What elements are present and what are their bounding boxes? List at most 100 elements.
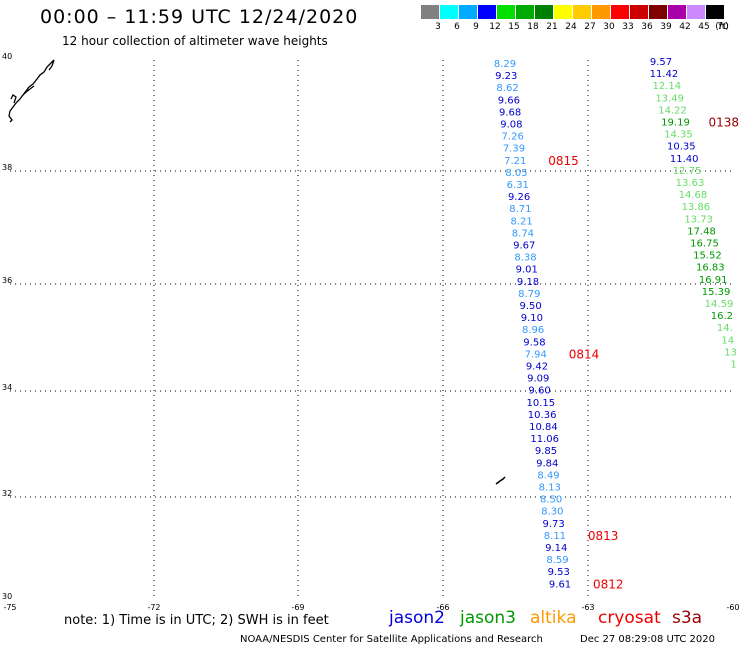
wave-height-value: 19.19 [661, 118, 690, 129]
pass-time-labels: 0815 0814 0813 0812 0138 [548, 116, 739, 592]
wave-height-value: 9.23 [495, 71, 517, 82]
color-scale-swatch [478, 5, 496, 19]
color-scale-swatch [573, 5, 591, 19]
wave-height-value: 14 [721, 335, 734, 346]
color-scale-swatch [649, 5, 667, 19]
wave-height-value: 11.40 [670, 154, 699, 165]
wave-height-value: 16.75 [690, 239, 719, 250]
color-scale-label: 6 [454, 22, 460, 32]
color-scale-swatch [592, 5, 610, 19]
color-scale-label: 45 [698, 22, 710, 32]
color-scale-label: 27 [584, 22, 596, 32]
wave-height-value: 9.68 [499, 107, 521, 118]
longitude-label: -75 [3, 603, 16, 612]
color-scale-unit: (ft) [715, 22, 729, 32]
coastline [8, 59, 506, 485]
wave-height-value: 9.14 [545, 543, 567, 554]
wave-height-value: 13.49 [655, 93, 684, 104]
color-scale-swatch [611, 5, 629, 19]
latitude-label: 34 [2, 383, 12, 392]
satellite-legend-altika: altika [530, 608, 577, 628]
wave-height-value: 15.52 [693, 251, 722, 262]
wave-height-value: 14.68 [679, 190, 708, 201]
color-scale-label: 3 [435, 22, 441, 32]
pass-time-label: 0813 [588, 529, 619, 543]
color-scale-label: 9 [473, 22, 479, 32]
satellite-legend-jason3: jason3 [460, 608, 516, 628]
color-scale-label: 21 [546, 22, 558, 32]
wave-height-value: 8.74 [512, 228, 534, 239]
coastline-bermuda [495, 476, 506, 485]
map-note: note: 1) Time is in UTC; 2) SWH is in fe… [64, 613, 329, 628]
wave-height-value: 9.66 [498, 95, 520, 106]
wave-height-value: 9.09 [527, 374, 549, 385]
wave-height-value: 9.10 [521, 313, 543, 324]
wave-height-value: 8.96 [522, 325, 544, 336]
wave-height-value: 8.79 [518, 289, 540, 300]
wave-height-value: 8.21 [511, 216, 533, 227]
longitude-label: -72 [147, 603, 160, 612]
wave-height-value: 9.50 [519, 301, 541, 312]
wave-height-value: 9.84 [536, 458, 558, 469]
wave-height-value: 8.50 [540, 495, 562, 506]
satellite-legend-jason2: jason2 [389, 608, 445, 628]
wave-height-value: 1 [730, 360, 736, 371]
color-scale-label: 70 [717, 22, 729, 32]
map-title: 00:00 – 11:59 UTC 12/24/2020 [40, 6, 359, 28]
color-scale-swatch [440, 5, 458, 19]
wave-height-value: 7.21 [504, 156, 526, 167]
color-scale-label: 39 [660, 22, 672, 32]
coastline-nova-scotia [8, 59, 55, 123]
wave-height-value: 10.36 [528, 410, 557, 421]
satellite-legend-s3a: s3a [672, 608, 703, 628]
wave-height-value: 14.22 [658, 105, 687, 116]
color-scale-label: 18 [527, 22, 539, 32]
color-scale-label: 12 [489, 22, 501, 32]
wave-height-value: 9.57 [650, 57, 672, 68]
wave-height-value: 14.59 [705, 299, 734, 310]
pass-time-label: 0814 [569, 347, 600, 361]
wave-height-value: 10.84 [529, 422, 558, 433]
latitude-label: 30 [2, 592, 12, 601]
satellite-legend-cryosat: cryosat [598, 608, 661, 628]
pass-time-label: 0812 [593, 577, 624, 591]
wave-height-value: 16.91 [699, 275, 728, 286]
wave-height-value: 8.05 [505, 168, 527, 179]
wave-height-value: 8.49 [537, 470, 559, 481]
wave-height-value: 9.61 [549, 579, 571, 590]
wave-height-value: 12.75 [673, 166, 702, 177]
wave-height-value: 9.73 [543, 519, 565, 530]
color-scale-swatch [535, 5, 553, 19]
altimeter-track-a: 8.299.238.629.669.68 9.087.267.397.218.05… [494, 59, 571, 590]
color-scale-swatch [459, 5, 477, 19]
wave-height-value: 13 [724, 347, 737, 358]
axis-labels: 40 38 36 34 32 30 -75 -72 -69 -66 -63 -60 [2, 52, 740, 612]
footer-credit: NOAA/NESDIS Center for Satellite Applica… [240, 634, 543, 645]
longitude-label: -60 [726, 603, 739, 612]
color-scale-swatch [554, 5, 572, 19]
wave-height-value: 8.59 [546, 555, 568, 566]
wave-height-value: 6.31 [507, 180, 529, 191]
wave-height-value: 9.42 [526, 362, 548, 373]
wave-height-value: 10.15 [527, 398, 556, 409]
footer-timestamp: Dec 27 08:29:08 UTC 2020 [580, 634, 715, 645]
pass-time-label: 0815 [548, 154, 579, 168]
color-scale-swatch [421, 5, 439, 19]
wave-height-value: 7.39 [503, 144, 525, 155]
color-scale-swatch [687, 5, 705, 19]
wave-height-value: 16.83 [696, 263, 725, 274]
wave-height-value: 8.71 [509, 204, 531, 215]
color-scale-label: 36 [641, 22, 653, 32]
wave-height-value: 11.42 [650, 69, 679, 80]
color-scale-swatch [706, 5, 724, 19]
color-scale-swatch [668, 5, 686, 19]
map-subtitle: 12 hour collection of altimeter wave hei… [62, 34, 328, 48]
latitude-label: 36 [2, 276, 12, 285]
wave-height-value: 13.73 [684, 214, 713, 225]
wave-height-value: 8.29 [494, 59, 516, 70]
wave-height-value: 8.11 [544, 531, 566, 542]
wave-height-value: 8.30 [541, 507, 563, 518]
color-scale-swatch [497, 5, 515, 19]
wave-height-value: 11.06 [530, 434, 559, 445]
longitude-label: -63 [581, 603, 594, 612]
